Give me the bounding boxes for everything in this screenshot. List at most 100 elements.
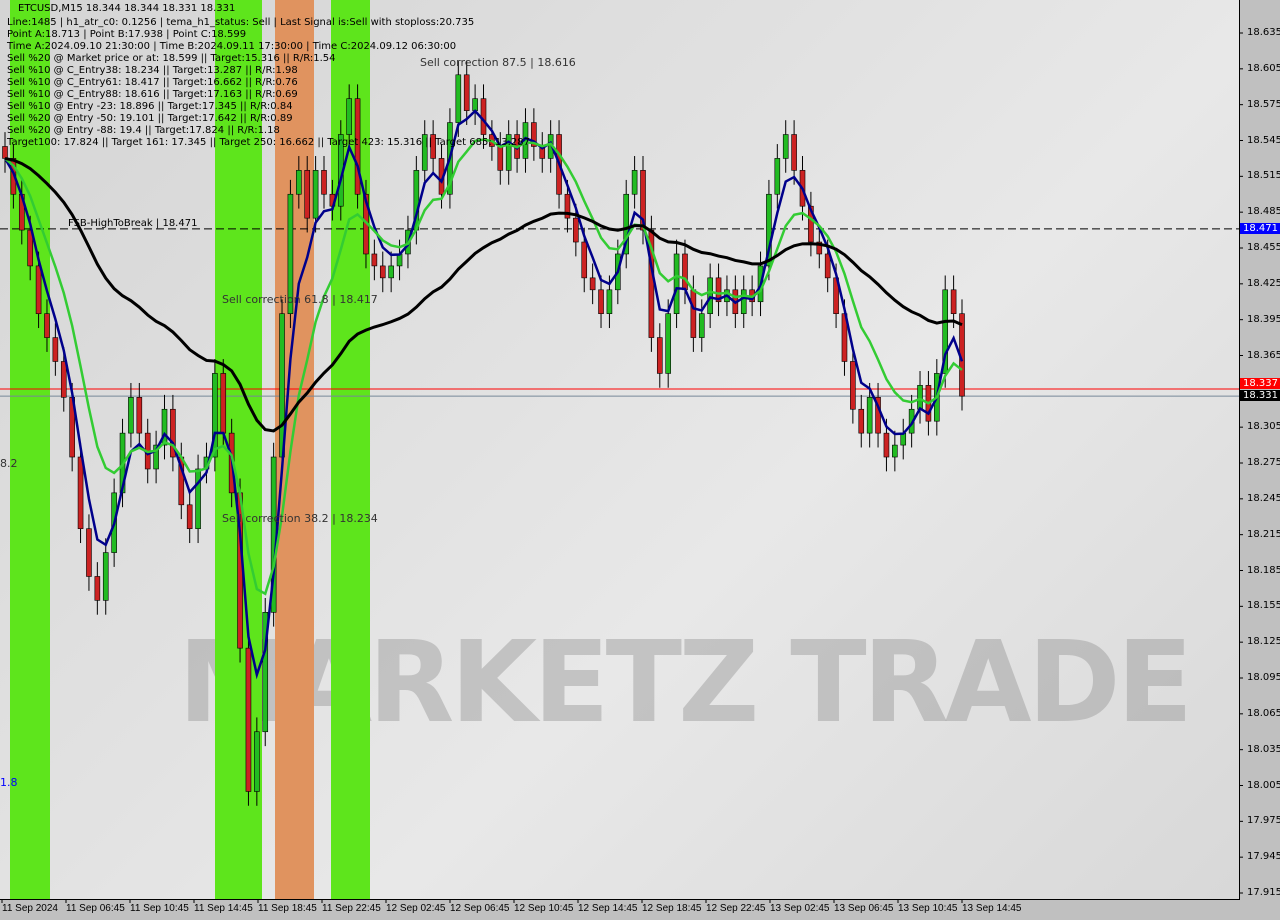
price-tick: 18.605 [1247, 62, 1280, 74]
time-tick: 11 Sep 10:45 [130, 903, 189, 914]
time-tick: 11 Sep 14:45 [194, 903, 253, 914]
candle-bear [690, 289, 697, 338]
candle-bear [44, 313, 50, 338]
candle-bear [640, 170, 646, 231]
candle-bear [430, 134, 436, 159]
price-tick: 18.215 [1247, 528, 1280, 540]
candle-bear [858, 408, 865, 434]
time-tick: 13 Sep 06:45 [834, 903, 894, 914]
info-line: Sell %10 @ C_Entry61: 18.417 || Target:1… [7, 77, 298, 88]
price-tick: 18.515 [1247, 170, 1280, 182]
candle-bear [354, 98, 361, 195]
candle-bear [86, 528, 92, 577]
price-tag: 18.337 [1240, 378, 1280, 390]
label-fsb: FSB-HighToBreak | 18.471 [68, 218, 198, 229]
time-tick: 13 Sep 02:45 [770, 903, 830, 914]
price-tick: 18.125 [1247, 636, 1280, 648]
candle-bull [505, 134, 512, 171]
candle-bear [463, 74, 470, 111]
candle-bull [254, 731, 260, 792]
time-tick: 12 Sep 06:45 [450, 903, 510, 914]
candle-bear [35, 265, 42, 314]
info-line: Target100: 17.824 || Target 161: 17.345 … [7, 137, 530, 148]
candle-bull [287, 193, 294, 314]
price-tick: 18.245 [1247, 492, 1280, 504]
price-tick: 18.065 [1247, 707, 1280, 719]
price-tick: 18.455 [1247, 242, 1280, 253]
candle-bear [791, 134, 797, 171]
candle-bear [824, 253, 831, 279]
candle-bear [950, 289, 957, 314]
time-tick: 11 Sep 06:45 [66, 903, 125, 914]
candle-bear [531, 122, 537, 147]
candle-bear [598, 289, 604, 314]
candle-bull [766, 193, 772, 267]
info-line: Sell %20 @ Entry -88: 19.4 || Target:17.… [7, 125, 280, 136]
candle-bear [883, 432, 890, 458]
info-line: Sell %10 @ C_Entry38: 18.234 || Target:1… [7, 65, 298, 76]
candle-bear [850, 361, 856, 410]
candle-bull [346, 98, 352, 135]
candle-bull [698, 313, 705, 338]
price-tick: 18.485 [1247, 206, 1280, 218]
candle-bear [94, 576, 101, 601]
candle-bear [682, 253, 688, 291]
price-tick: 17.975 [1247, 815, 1280, 827]
candle-bull [740, 289, 747, 314]
candle-bear [589, 277, 596, 291]
candle-bull [782, 134, 789, 159]
candle-bull [631, 170, 638, 195]
candle-bull [102, 552, 109, 601]
time-tick: 12 Sep 18:45 [642, 903, 702, 914]
candle-bull [606, 289, 613, 314]
candle-bull [161, 408, 168, 446]
info-line: Line:1485 | h1_atr_c0: 0.1256 | tema_h1_… [7, 17, 475, 28]
time-tick: 13 Sep 14:45 [962, 903, 1022, 914]
label-left-1: 8.2 [0, 457, 18, 470]
candle-bear [379, 265, 386, 279]
candle-bull [128, 397, 134, 434]
price-tick: 17.945 [1247, 851, 1280, 863]
symbol-line: ETCUSD,M15 18.344 18.344 18.331 18.331 [18, 3, 236, 14]
candle-bull [673, 253, 680, 314]
moving-average-slow [4, 156, 963, 433]
time-tick: 11 Sep 2024 [2, 903, 58, 914]
candle-bull [892, 444, 898, 458]
time-tick: 13 Sep 10:45 [898, 903, 958, 914]
price-tick: 18.365 [1247, 349, 1280, 361]
candle-bull [153, 444, 159, 470]
candle-bear [715, 277, 722, 303]
price-tick: 18.305 [1247, 421, 1280, 433]
candle-bull [421, 134, 428, 171]
time-tick: 12 Sep 10:45 [514, 903, 574, 914]
info-line: Point A:18.713 | Point B:17.938 | Point … [7, 29, 247, 40]
candle-bull [388, 265, 394, 279]
candle-bull [774, 158, 781, 195]
candle-bull [942, 289, 949, 374]
label-correction-618: Sell correction 61.8 | 18.417 [222, 293, 378, 306]
candle-bear [170, 408, 176, 458]
candle-bear [581, 241, 588, 279]
candle-bear [497, 146, 504, 171]
signal-zone-green [10, 0, 50, 899]
candle-bull [312, 170, 319, 219]
label-correction-382: Sell correction 38.2 | 18.234 [222, 512, 378, 525]
price-tick: 18.095 [1247, 672, 1280, 683]
price-tick: 18.425 [1247, 277, 1280, 289]
label-left-2: 1.8 [0, 776, 18, 789]
candle-bear [77, 456, 84, 529]
info-line: Sell %10 @ C_Entry88: 18.616 || Target:1… [7, 89, 298, 100]
candle-bear [371, 253, 378, 267]
price-tag: 18.471 [1240, 222, 1280, 234]
candle-bear [136, 397, 143, 434]
moving-average-fast [3, 109, 964, 680]
candle-bear [808, 205, 814, 243]
candle-bear [60, 361, 67, 398]
candle-bear [564, 193, 571, 219]
time-tick: 11 Sep 22:45 [322, 903, 381, 914]
label-correction-875: Sell correction 87.5 | 18.616 [420, 56, 576, 69]
price-tick: 18.005 [1247, 779, 1280, 791]
time-tick: 11 Sep 18:45 [258, 903, 317, 914]
